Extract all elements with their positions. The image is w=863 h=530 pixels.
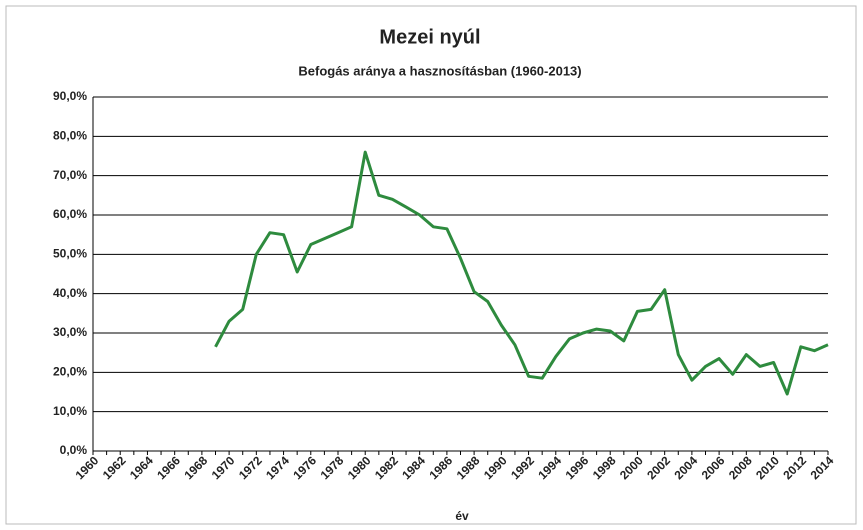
x-axis-label: év — [455, 509, 469, 523]
y-tick-label: 60,0% — [53, 207, 87, 221]
y-tick-label: 20,0% — [53, 365, 87, 379]
chart-title: Mezei nyúl — [379, 26, 480, 48]
y-tick-label: 50,0% — [53, 247, 87, 261]
y-tick-label: 80,0% — [53, 129, 87, 143]
chart-subtitle: Befogás aránya a hasznosításban (1960-20… — [298, 63, 581, 78]
y-tick-label: 70,0% — [53, 168, 87, 182]
y-tick-label: 0,0% — [60, 443, 88, 457]
y-tick-label: 10,0% — [53, 404, 87, 418]
y-tick-label: 90,0% — [53, 89, 87, 103]
line-series — [214, 150, 829, 396]
y-tick-label: 40,0% — [53, 286, 87, 300]
chart-frame — [5, 5, 857, 525]
y-tick-label: 30,0% — [53, 325, 87, 339]
